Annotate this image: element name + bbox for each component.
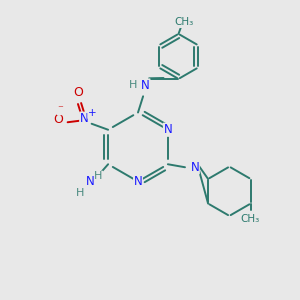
Text: N: N: [190, 161, 199, 174]
Text: N: N: [80, 112, 88, 125]
Text: H: H: [94, 171, 103, 181]
Text: H: H: [76, 188, 85, 198]
Text: H: H: [129, 80, 137, 91]
Text: CH₃: CH₃: [174, 17, 194, 28]
Text: N: N: [141, 79, 150, 92]
Text: N: N: [134, 175, 142, 188]
Text: CH₃: CH₃: [241, 214, 260, 224]
Text: +: +: [88, 108, 97, 118]
Text: O: O: [73, 86, 83, 99]
Text: N: N: [86, 175, 94, 188]
Text: ⁻: ⁻: [58, 105, 63, 115]
Text: N: N: [164, 123, 172, 136]
Text: O: O: [53, 113, 63, 126]
